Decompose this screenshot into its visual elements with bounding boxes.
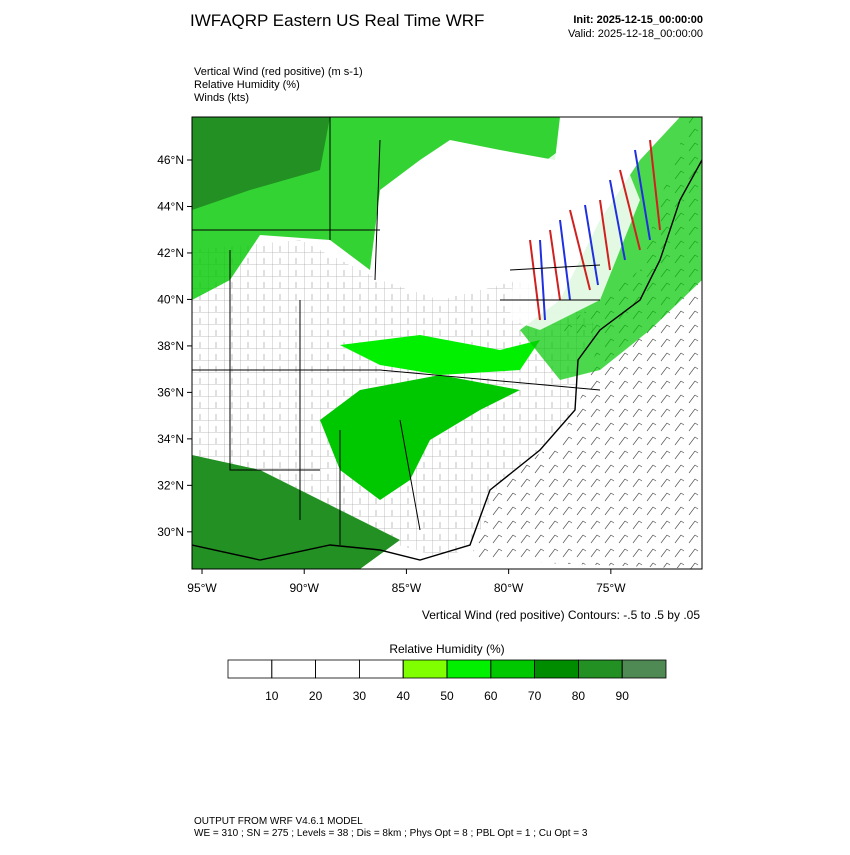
colorbar-box (578, 659, 623, 679)
rh-region (192, 455, 400, 569)
field-label: Winds (kts) (194, 92, 249, 104)
colorbar-title: Relative Humidity (%) (389, 642, 504, 656)
field-label: Relative Humidity (%) (194, 79, 300, 91)
title: IWFAQRP Eastern US Real Time WRF (190, 11, 484, 30)
lat-tick-label: 44°N (157, 199, 184, 213)
colorbar-tick-label: 90 (616, 689, 630, 703)
vertical-wind (529, 139, 661, 321)
colorbar-box (315, 659, 360, 679)
lat-tick-label: 42°N (157, 246, 184, 260)
lat-tick-label: 46°N (157, 153, 184, 167)
rh-region (380, 180, 470, 270)
vertical-wind (539, 149, 651, 321)
lat-tick-label: 34°N (157, 432, 184, 446)
init-time: Init: 2025-12-15_00:00:00 (573, 14, 703, 26)
colorbar-tick-label: 60 (484, 689, 498, 703)
contour-info: Vertical Wind (red positive) Contours: -… (422, 608, 700, 622)
field-label: Vertical Wind (red positive) (m s-1) (194, 66, 363, 78)
map-frame (191, 116, 703, 570)
rh-region (192, 117, 330, 210)
colorbar-box (534, 659, 579, 679)
colorbar-tick-label: 30 (353, 689, 367, 703)
state-borders (192, 117, 601, 545)
colorbar-box (227, 659, 273, 679)
colorbar-box (490, 659, 535, 679)
map-area (192, 117, 702, 569)
lon-tick-label: 85°W (392, 581, 422, 595)
colorbar-box (271, 659, 316, 679)
colorbar-box (621, 659, 667, 679)
rh-region (340, 335, 540, 375)
colorbar-tick-label: 40 (397, 689, 411, 703)
lat-tick-label: 30°N (157, 525, 184, 539)
colorbar-tick-label: 50 (440, 689, 454, 703)
colorbar-box (358, 659, 404, 679)
colorbar-box (402, 659, 448, 679)
lat-tick-label: 32°N (157, 478, 184, 492)
rh-region (320, 375, 520, 500)
footer-line: OUTPUT FROM WRF V4.6.1 MODEL (194, 816, 363, 827)
colorbar-tick-label: 10 (265, 689, 279, 703)
lon-tick-label: 80°W (494, 581, 524, 595)
ocean-winds (470, 117, 702, 569)
lon-tick-label: 90°W (289, 581, 319, 595)
footer-line: WE = 310 ; SN = 275 ; Levels = 38 ; Dis … (194, 828, 588, 839)
lon-tick-label: 75°W (596, 581, 626, 595)
coastline (192, 159, 702, 561)
colorbar-box (446, 659, 492, 679)
colorbar-tick-label: 70 (528, 689, 542, 703)
lat-tick-label: 38°N (157, 339, 184, 353)
lat-tick-label: 40°N (157, 292, 184, 306)
colorbar-tick-label: 80 (572, 689, 586, 703)
lon-tick-label: 95°W (187, 581, 217, 595)
valid-time: Valid: 2025-12-18_00:00:00 (568, 28, 703, 40)
colorbar-tick-label: 20 (309, 689, 323, 703)
lat-tick-label: 36°N (157, 385, 184, 399)
